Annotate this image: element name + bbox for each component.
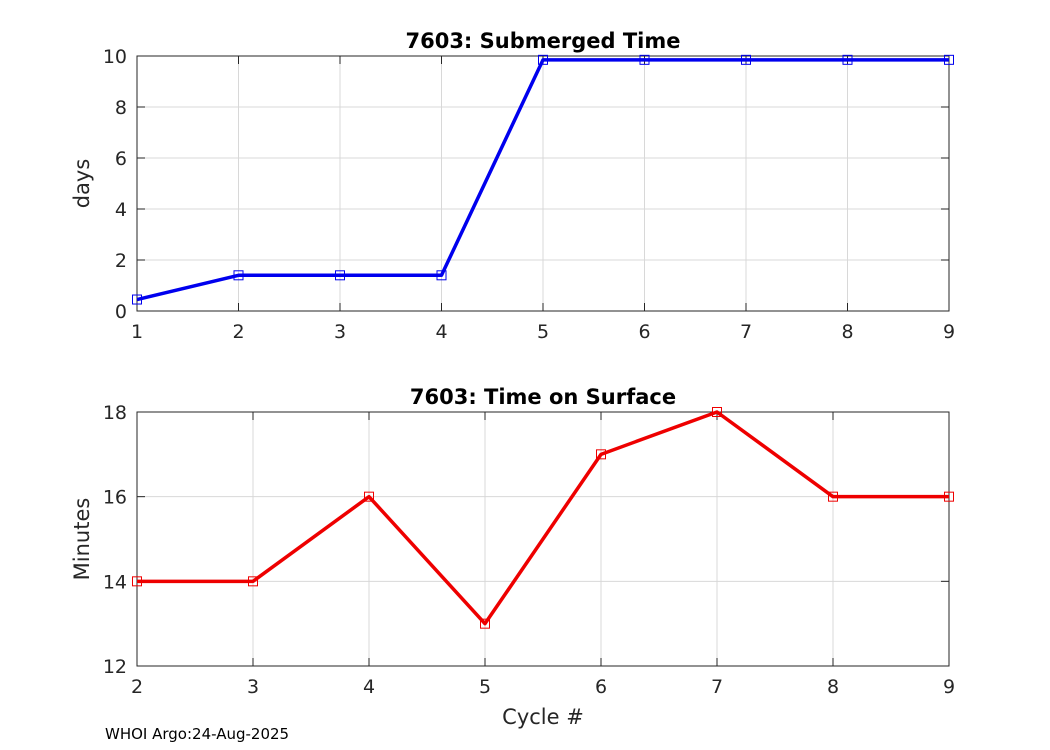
footer-credit: WHOI Argo:24-Aug-2025 (105, 725, 290, 743)
y-tick-label: 12 (103, 656, 127, 678)
data-point-marker (132, 294, 142, 305)
data-point-marker (132, 576, 142, 587)
data-point-marker (335, 270, 345, 281)
x-tick-label: 7 (711, 676, 723, 698)
series-line (136, 58, 949, 302)
x-tick-label: 5 (479, 676, 491, 698)
y-axis-label: Minutes (70, 498, 94, 581)
chart-title: 7603: Time on Surface (410, 385, 676, 409)
series-line (137, 410, 949, 626)
y-tick-label: 14 (103, 571, 127, 593)
y-axis-label: days (70, 159, 94, 209)
x-tick-label: 2 (232, 321, 244, 343)
data-point-marker (364, 491, 374, 502)
x-tick-label: 7 (740, 321, 752, 343)
data-point-marker (944, 54, 954, 65)
x-tick-label: 9 (943, 676, 955, 698)
x-tick-label: 4 (435, 321, 447, 343)
chart-time-on-surface: 2 3 4 5 6 7 8 9 12 14 16 18 7603: Time on Surface Min… (70, 385, 955, 729)
data-point-marker (248, 576, 258, 587)
data-point-marker (538, 54, 548, 65)
x-tick-label: 2 (131, 676, 143, 698)
data-point-marker (639, 54, 650, 65)
data-point-marker (436, 270, 447, 281)
x-tick-label: 1 (131, 321, 143, 343)
data-point-marker (828, 491, 838, 502)
x-axis-label: Cycle # (502, 705, 584, 729)
x-tick-label: 9 (943, 321, 955, 343)
x-tick-label: 6 (638, 321, 650, 343)
y-tick-label: 10 (103, 46, 127, 68)
axes-box (136, 411, 950, 667)
x-tick-label: 5 (537, 321, 549, 343)
data-point-marker (596, 449, 606, 460)
x-tick-label: 3 (247, 676, 259, 698)
data-point-marker (741, 54, 751, 65)
x-tick-label: 4 (363, 676, 375, 698)
data-point-marker (480, 618, 490, 629)
y-tick-label: 6 (115, 148, 127, 170)
data-point-marker (842, 54, 853, 65)
x-tick-label: 8 (841, 321, 853, 343)
y-tick-label: 4 (115, 199, 127, 221)
data-point-marker (944, 491, 954, 502)
y-tick-label: 0 (115, 301, 127, 323)
x-tick-label: 8 (827, 676, 839, 698)
y-tick-label: 18 (103, 402, 127, 424)
chart-title: 7603: Submerged Time (405, 29, 680, 53)
x-tick-label: 6 (595, 676, 607, 698)
chart-submerged-time: 1 2 3 4 5 6 7 8 9 0 2 4 6 8 10 7603: Submerged Time days (70, 29, 955, 343)
y-tick-label: 16 (103, 487, 127, 509)
data-point-marker (233, 270, 244, 281)
y-tick-label: 2 (115, 250, 127, 272)
data-point-marker (712, 407, 722, 417)
y-tick-label: 8 (115, 97, 127, 119)
x-tick-label: 3 (334, 321, 346, 343)
